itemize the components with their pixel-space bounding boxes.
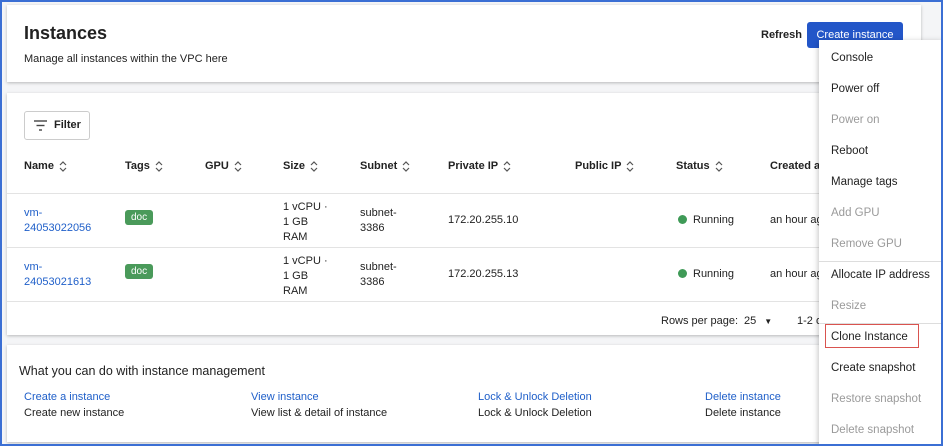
filter-label: Filter	[54, 119, 81, 131]
column-header[interactable]: Tags	[125, 160, 163, 172]
created-at: an hour ago	[770, 268, 829, 280]
menu-divider	[819, 323, 941, 324]
help-card: What you can do with instance management…	[7, 345, 921, 442]
tag-chip: doc	[125, 264, 154, 279]
status-dot	[678, 215, 687, 224]
menu-item-disabled: Delete snapshot	[831, 424, 915, 436]
status-dot	[678, 269, 687, 278]
highlight-box	[825, 324, 919, 348]
menu-item-disabled: Remove GPU	[831, 238, 902, 250]
sort-icon	[155, 160, 163, 172]
sort-icon	[234, 160, 242, 172]
sort-icon	[59, 160, 67, 172]
subnet: subnet-3386	[360, 261, 397, 288]
page-subtitle: Manage all instances within the VPC here	[24, 53, 228, 65]
sort-icon	[310, 160, 318, 172]
menu-item-disabled: Power on	[831, 114, 880, 126]
help-title: What you can do with instance management	[19, 364, 265, 378]
row-divider	[7, 301, 921, 302]
size: 1 vCPU · 1 GB RAM	[283, 201, 328, 243]
help-desc: Delete instance	[705, 407, 781, 419]
instance-name-link[interactable]: vm-24053021613	[24, 261, 92, 288]
header-card: Instances Manage all instances within th…	[7, 5, 921, 82]
menu-item-disabled: Restore snapshot	[831, 393, 922, 405]
menu-item-disabled: Resize	[831, 300, 867, 312]
page-title: Instances	[24, 23, 108, 43]
menu-item[interactable]: Manage tags	[831, 176, 898, 188]
help-link[interactable]: View instance	[251, 391, 319, 403]
column-header[interactable]: Public IP	[575, 160, 634, 172]
column-header[interactable]: GPU	[205, 160, 242, 172]
sort-icon	[627, 160, 634, 172]
divider	[7, 193, 921, 194]
menu-item[interactable]: Clone Instance	[831, 331, 908, 343]
sort-icon	[715, 160, 723, 172]
menu-item[interactable]: Console	[831, 52, 874, 64]
help-link[interactable]: Lock & Unlock Deletion	[478, 391, 592, 403]
column-header[interactable]: Name	[24, 160, 67, 172]
menu-item[interactable]: Power off	[831, 83, 880, 95]
private-ip: 172.20.255.10	[448, 214, 519, 226]
status: Running	[693, 268, 734, 280]
help-desc: View list & detail of instance	[251, 407, 388, 419]
filter-icon	[34, 120, 47, 131]
menu-item[interactable]: Allocate IP address	[831, 269, 930, 281]
menu-divider	[819, 261, 941, 262]
column-header[interactable]: Private IP	[448, 160, 511, 172]
refresh-button[interactable]: Refresh	[761, 29, 802, 41]
column-header: Created at	[770, 160, 824, 172]
table-card: Filter Name Tags GPU Size Subnet Private IP Pu…	[7, 93, 921, 335]
tag-chip: doc	[125, 210, 154, 225]
subnet: subnet-3386	[360, 207, 397, 234]
size: 1 vCPU · 1 GB RAM	[283, 255, 328, 297]
column-header[interactable]: Subnet	[360, 160, 410, 172]
rows-per-page-label: Rows per page:	[661, 315, 739, 327]
help-desc: Lock & Unlock Deletion	[478, 407, 592, 419]
instance-name-link[interactable]: vm-24053022056	[24, 207, 92, 234]
menu-item[interactable]: Create snapshot	[831, 362, 916, 374]
help-link[interactable]: Delete instance	[705, 391, 781, 403]
private-ip: 172.20.255.13	[448, 268, 519, 280]
status: Running	[693, 214, 734, 226]
sort-icon	[402, 160, 410, 172]
menu-item-disabled: Add GPU	[831, 207, 880, 219]
help-desc: Create new instance	[24, 407, 125, 419]
context-menu: Console Power off Power on Reboot Manage tag…	[819, 40, 941, 444]
created-at: an hour ago	[770, 214, 829, 226]
filter-button[interactable]: Filter	[24, 111, 90, 140]
rows-per-page-select[interactable]: 25 ▼	[744, 315, 773, 327]
column-header[interactable]: Status	[676, 160, 723, 172]
row-divider	[7, 247, 921, 248]
column-header[interactable]: Size	[283, 160, 318, 172]
help-link[interactable]: Create a instance	[24, 391, 111, 403]
dropdown-arrow: ▼	[764, 317, 773, 326]
menu-item[interactable]: Reboot	[831, 145, 869, 157]
sort-icon	[503, 160, 511, 172]
